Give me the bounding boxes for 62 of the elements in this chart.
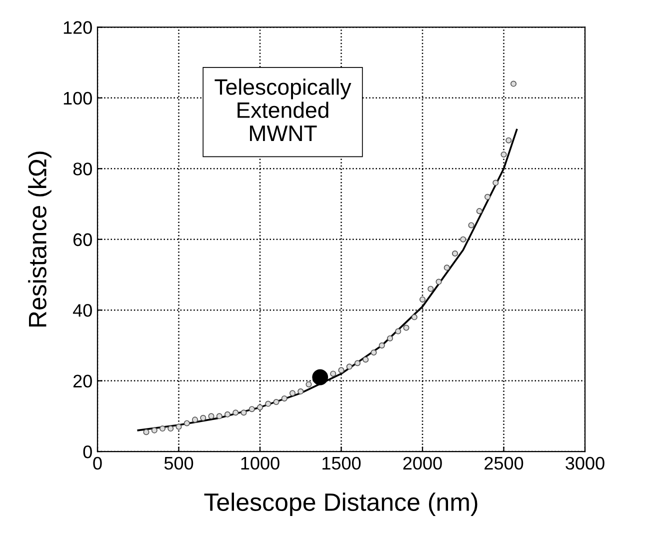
point bbox=[306, 381, 312, 388]
point bbox=[492, 180, 499, 186]
point bbox=[452, 250, 458, 257]
point bbox=[192, 416, 198, 423]
x-axis-title: Telescope Distance (nm) bbox=[204, 492, 478, 516]
point bbox=[338, 367, 344, 374]
point bbox=[468, 222, 474, 228]
x-tick-label: 2500 bbox=[484, 456, 524, 470]
point bbox=[168, 426, 174, 432]
point bbox=[143, 429, 150, 436]
point bbox=[240, 410, 247, 416]
x-tick-label: 1000 bbox=[241, 456, 280, 470]
point bbox=[248, 406, 255, 412]
point bbox=[510, 80, 517, 87]
point bbox=[436, 278, 442, 285]
point bbox=[159, 426, 166, 432]
point bbox=[298, 388, 304, 394]
x-tick-label: 2000 bbox=[403, 456, 442, 470]
point bbox=[265, 400, 272, 407]
y-tick-label: 40 bbox=[72, 304, 92, 317]
x-tick-label: 3000 bbox=[566, 456, 604, 470]
y-axis-title: Resistance (kΩ) bbox=[28, 152, 52, 327]
y-tick-label: 60 bbox=[73, 233, 92, 246]
point bbox=[476, 208, 482, 214]
point bbox=[403, 324, 410, 331]
point bbox=[386, 335, 394, 342]
point bbox=[216, 413, 222, 420]
y-tick-label: 100 bbox=[64, 92, 92, 105]
point bbox=[411, 314, 418, 320]
x-tick-label: 500 bbox=[164, 456, 194, 470]
point bbox=[232, 410, 239, 416]
point bbox=[460, 236, 466, 242]
y-tick-label: 20 bbox=[73, 374, 92, 388]
x-tick-label: 0 bbox=[93, 456, 102, 470]
point bbox=[370, 349, 377, 356]
point bbox=[395, 328, 402, 334]
point bbox=[354, 360, 361, 366]
y-tick-label: 80 bbox=[73, 162, 92, 176]
point bbox=[281, 395, 288, 402]
point bbox=[330, 370, 336, 377]
point bbox=[444, 264, 450, 271]
point bbox=[362, 356, 369, 363]
point bbox=[484, 194, 491, 200]
point bbox=[200, 414, 206, 421]
point bbox=[273, 399, 280, 406]
point bbox=[208, 413, 214, 420]
point bbox=[256, 404, 264, 410]
point bbox=[176, 424, 182, 430]
point bbox=[224, 411, 231, 418]
point bbox=[506, 137, 512, 144]
point bbox=[151, 427, 158, 434]
x-tick-label: 1500 bbox=[322, 456, 361, 470]
point bbox=[289, 390, 296, 396]
point bbox=[346, 364, 352, 370]
point bbox=[419, 296, 426, 302]
annotation: Telescopically Extended MWNT bbox=[214, 78, 352, 141]
y-tick-label: 120 bbox=[64, 21, 92, 34]
point bbox=[378, 342, 385, 348]
point bbox=[500, 151, 507, 158]
point bbox=[184, 420, 190, 426]
point bbox=[428, 286, 434, 292]
y-tick-label: 0 bbox=[83, 445, 92, 458]
